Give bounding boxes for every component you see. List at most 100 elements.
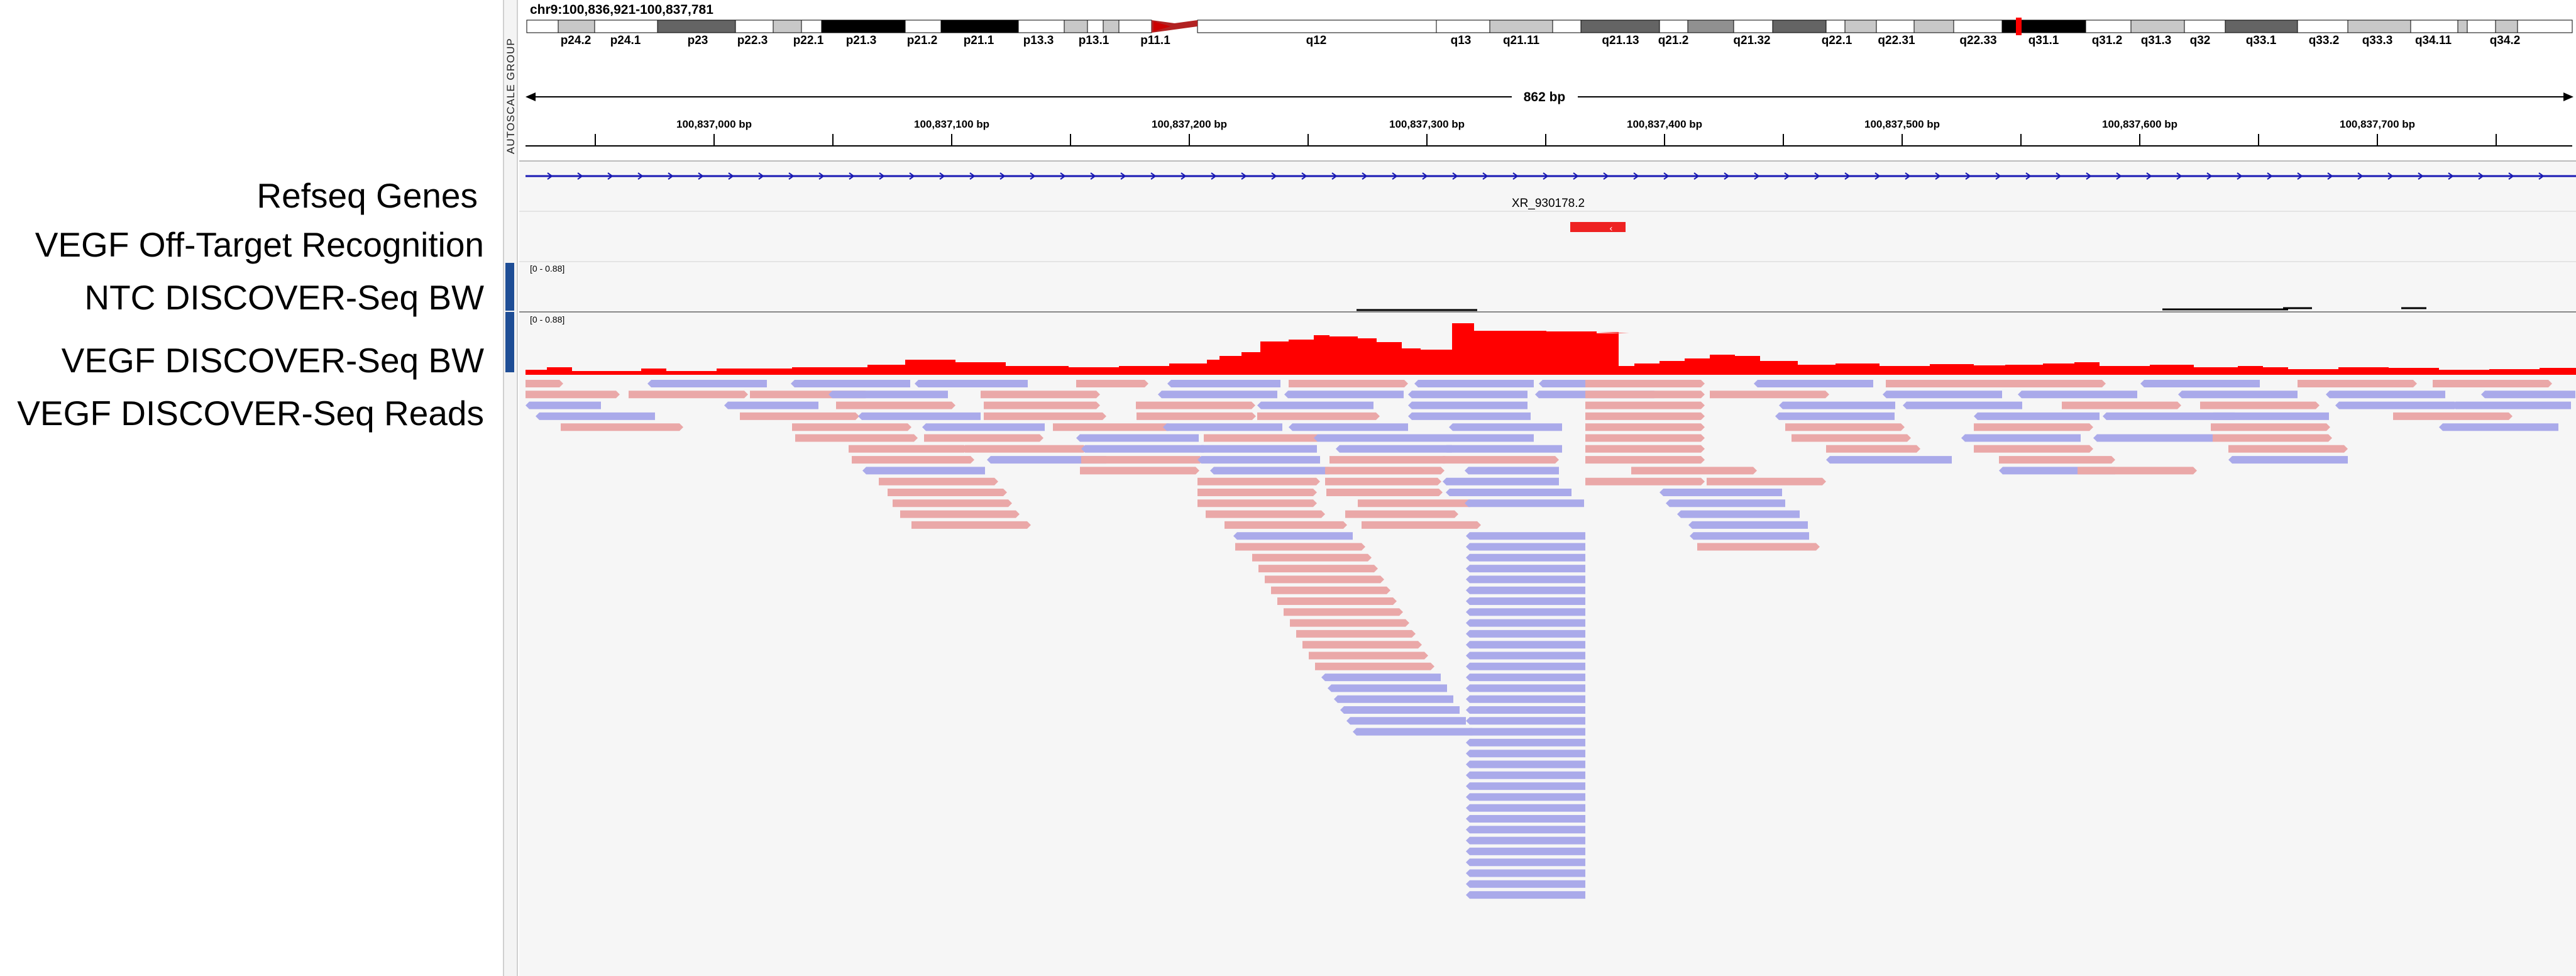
alignment-read[interactable] [1334,695,1453,703]
alignment-read[interactable] [2439,423,2558,431]
alignment-read[interactable] [1688,521,1808,529]
alignment-read[interactable] [1677,510,1800,518]
alignment-read[interactable] [1443,445,1562,453]
alignment-read[interactable] [1233,532,1353,540]
alignment-read[interactable] [647,380,767,387]
alignment-read[interactable] [1883,391,2002,399]
alignment-read[interactable] [1277,597,1397,605]
alignment-read[interactable] [2335,401,2455,409]
alignment-read[interactable] [1539,380,1586,387]
alignment-read[interactable] [858,412,981,420]
alignment-read[interactable] [1585,401,1705,409]
alignment-read[interactable] [1362,521,1481,529]
alignment-read[interactable] [1466,760,1585,768]
alignment-read[interactable] [1449,423,1562,431]
track-name-ntc-bw[interactable]: NTC DISCOVER-Seq BW [84,278,484,317]
alignment-read[interactable] [1466,771,1585,779]
alignment-read[interactable] [1986,380,2106,387]
track-name-vegf-off-target[interactable]: VEGF Off-Target Recognition [35,225,484,264]
alignment-read[interactable] [1204,434,1323,442]
alignment-read[interactable] [1414,380,1534,387]
alignment-read[interactable] [1826,445,1920,453]
alignment-read[interactable] [1136,401,1255,409]
alignment-read[interactable] [1974,423,2093,431]
alignment-read[interactable] [1466,565,1585,573]
alignment-read[interactable] [1443,477,1559,485]
alignment-read[interactable] [1466,880,1585,888]
alignment-read[interactable] [526,391,620,399]
alignment-read[interactable] [1290,619,1409,627]
alignment-read[interactable] [1197,445,1317,453]
alignment-read[interactable] [1466,847,1585,855]
alignment-read[interactable] [1257,412,1380,420]
alignment-read[interactable] [1585,445,1705,453]
alignment-read[interactable] [1886,380,2005,387]
alignment-read[interactable] [792,423,911,431]
alignment-read[interactable] [1779,401,1895,409]
vegf-alignment-reads[interactable] [526,380,2575,899]
alignment-read[interactable] [1076,434,1199,442]
alignment-read[interactable] [1466,543,1585,551]
alignment-read[interactable] [1585,412,1705,420]
alignment-read[interactable] [1466,750,1585,758]
alignment-read[interactable] [1408,412,1531,420]
alignment-read[interactable] [1585,456,1705,464]
alignment-read[interactable] [1080,467,1199,475]
alignment-read[interactable] [984,401,1100,409]
alignment-read[interactable] [1137,412,1256,420]
alignment-read[interactable] [2298,380,2417,387]
alignment-read[interactable] [1329,456,1449,464]
alignment-read[interactable] [1660,489,1782,496]
alignment-read[interactable] [1446,489,1571,496]
alignment-read[interactable] [1466,629,1585,638]
alignment-read[interactable] [1414,434,1534,442]
alignment-read[interactable] [1271,586,1390,594]
alignment-read[interactable] [629,391,748,399]
alignment-read[interactable] [1466,575,1585,584]
alignment-read[interactable] [1466,532,1585,540]
alignment-read[interactable] [893,499,1012,507]
alignment-read[interactable] [836,401,955,409]
alignment-read[interactable] [1315,662,1434,670]
alignment-read[interactable] [2393,412,2513,420]
alignment-read[interactable] [724,401,818,409]
alignment-read[interactable] [1321,674,1441,682]
alignment-read[interactable] [1697,543,1820,551]
alignment-read[interactable] [1225,521,1347,529]
alignment-read[interactable] [879,477,998,485]
alignment-read[interactable] [1163,423,1282,431]
alignment-read[interactable] [2140,380,2260,387]
alignment-read[interactable] [2062,401,2181,409]
alignment-read[interactable] [981,391,1100,399]
alignment-read[interactable] [1408,401,1527,409]
alignment-read[interactable] [1466,858,1585,867]
track-name-vegf-reads[interactable]: VEGF DISCOVER-Seq Reads [17,394,484,433]
alignment-read[interactable] [795,434,918,442]
alignment-read[interactable] [1325,467,1445,475]
alignment-read[interactable] [1466,652,1585,660]
ntc-bw-attribute-marker[interactable] [505,263,514,311]
alignment-read[interactable] [1328,684,1447,692]
alignment-read[interactable] [1197,499,1317,507]
alignment-read[interactable] [1197,489,1317,496]
alignment-read[interactable] [1466,782,1585,790]
alignment-read[interactable] [1466,695,1585,703]
alignment-read[interactable] [852,456,974,464]
alignment-read[interactable] [1466,728,1585,736]
vegf-bw-track[interactable]: [0 - 0.88] [526,314,2576,375]
track-name-refseq-genes[interactable]: Refseq Genes [256,176,478,215]
alignment-read[interactable] [1466,815,1585,823]
alignment-read[interactable] [1466,608,1585,616]
alignment-read[interactable] [987,456,1106,464]
alignment-read[interactable] [1707,477,1826,485]
alignment-read[interactable] [1466,553,1585,562]
alignment-read[interactable] [1466,826,1585,834]
alignment-read[interactable] [2210,412,2329,420]
alignment-read[interactable] [1053,423,1172,431]
alignment-read[interactable] [1210,467,1329,475]
alignment-read[interactable] [740,412,859,420]
alignment-read[interactable] [1257,401,1373,409]
alignment-read[interactable] [1081,445,1204,453]
alignment-read[interactable] [1690,532,1809,540]
alignment-read[interactable] [2200,401,2320,409]
